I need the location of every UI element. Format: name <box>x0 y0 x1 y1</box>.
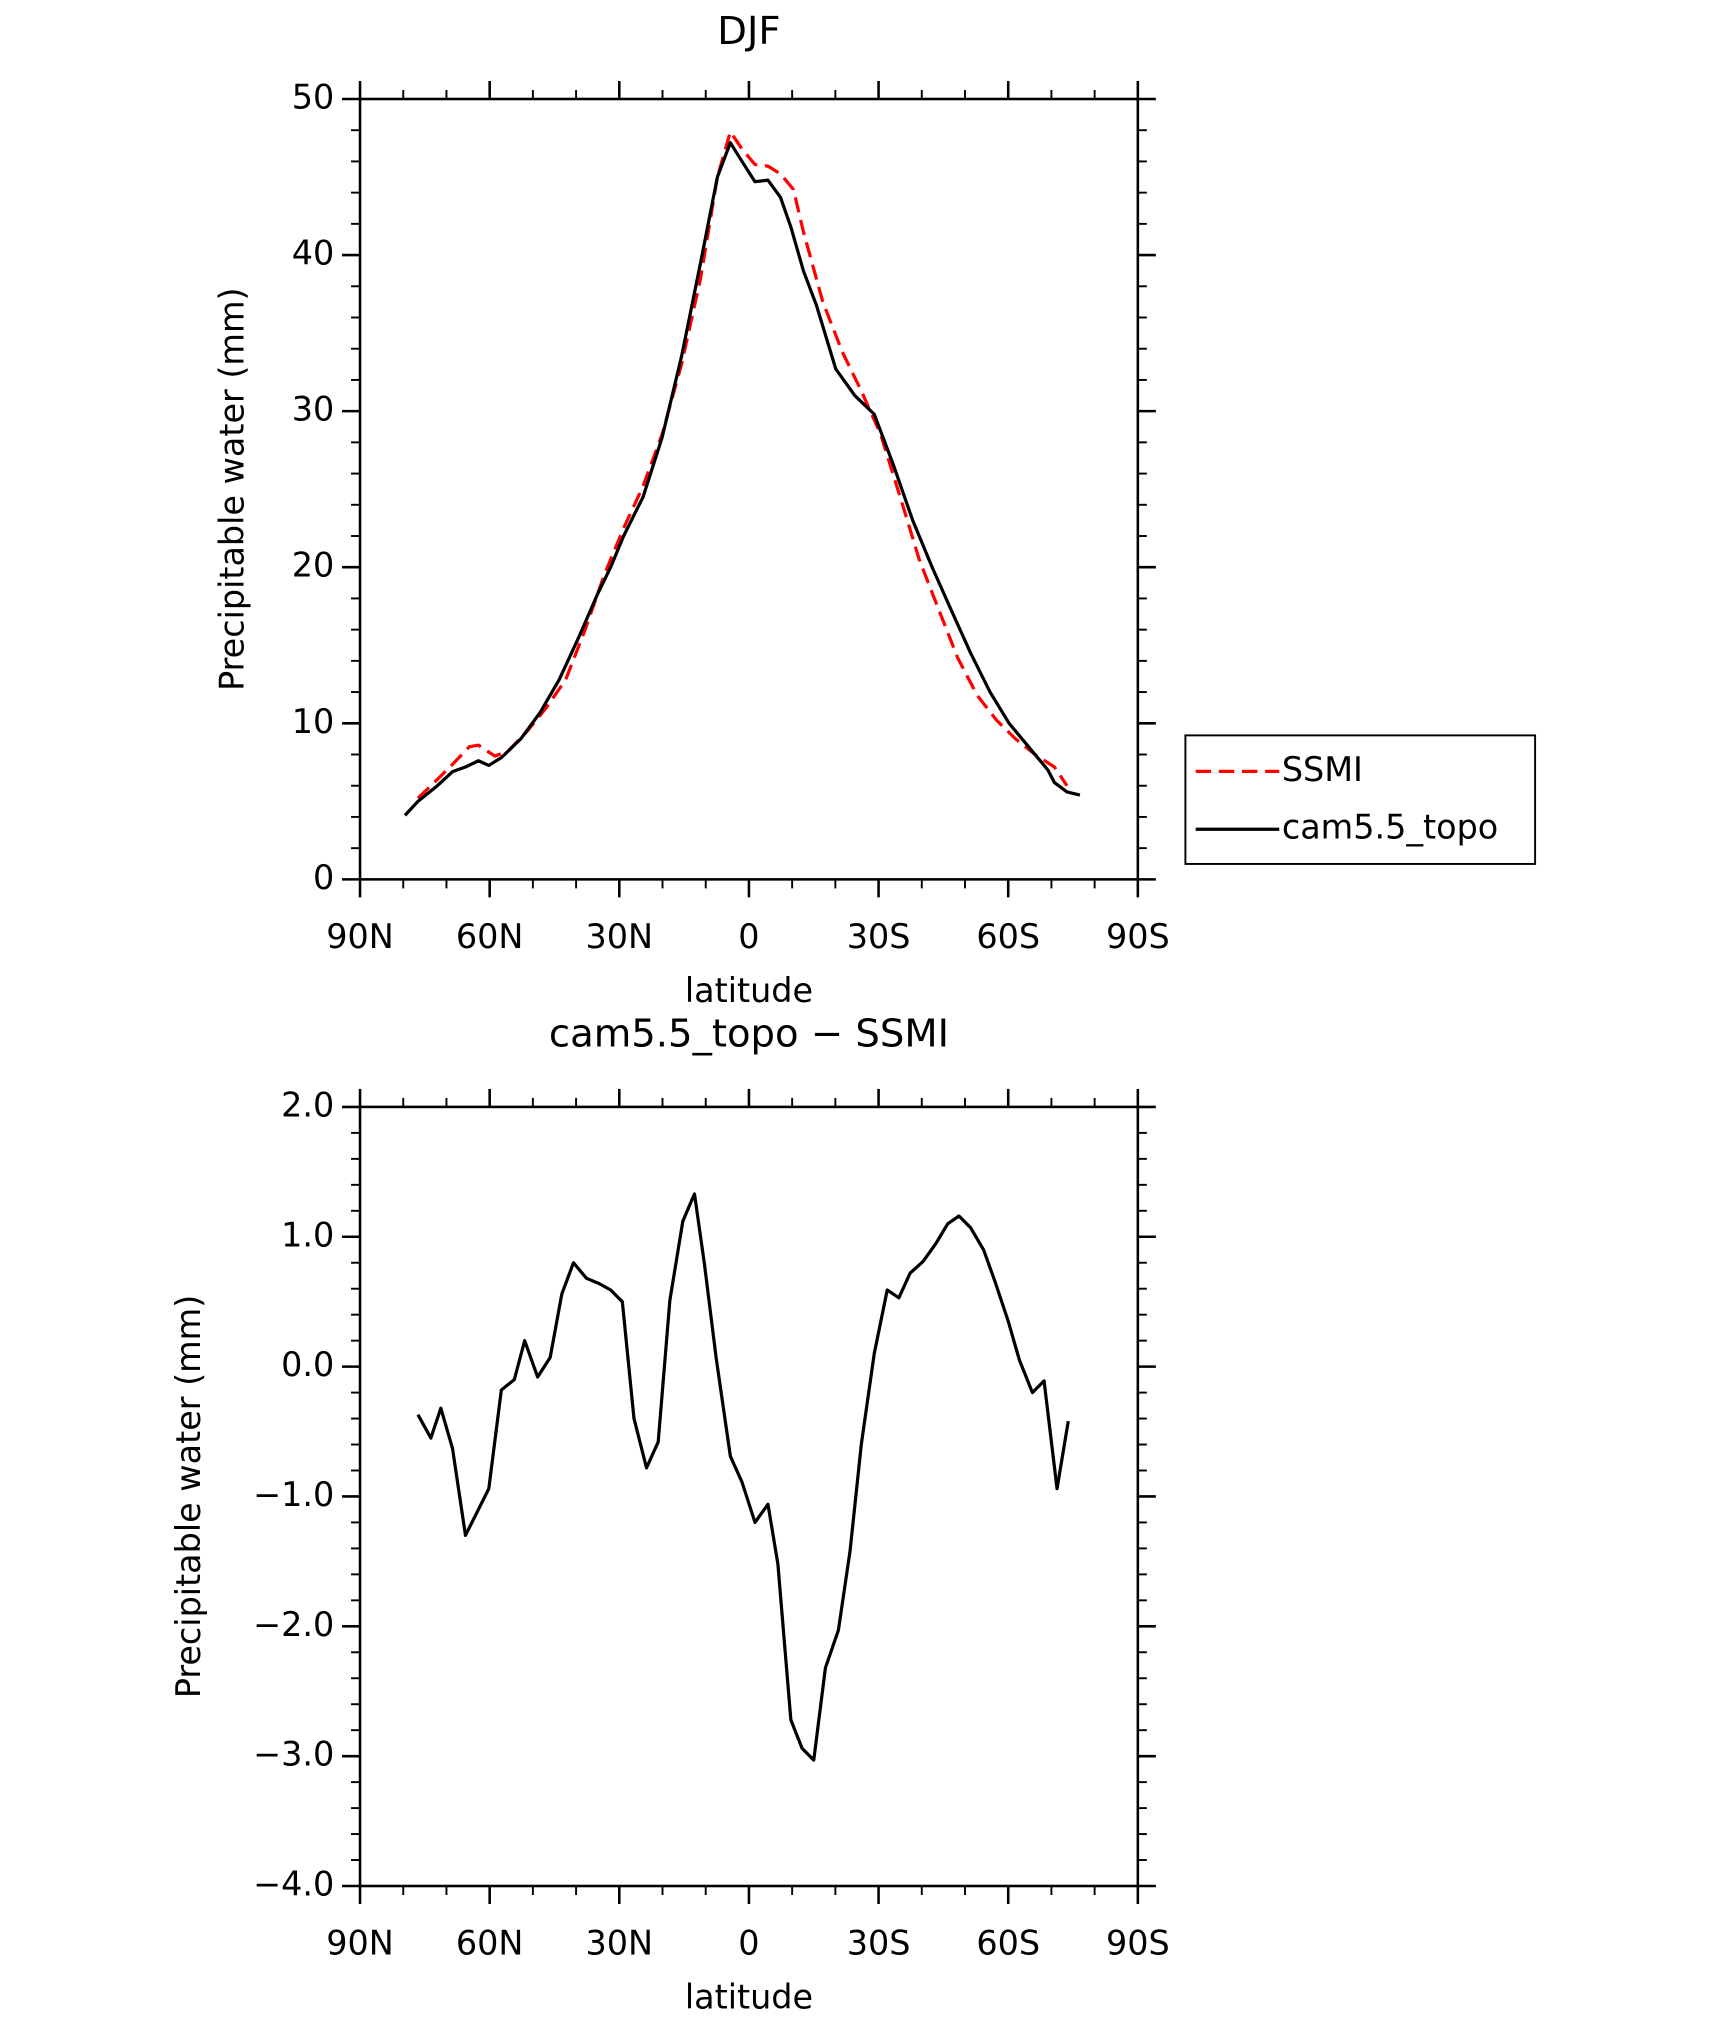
y-axis-label: Precipitable water (mm) <box>169 1295 208 1698</box>
x-tick-label: 30N <box>586 1924 654 1963</box>
legend-box <box>1184 734 1537 865</box>
x-tick-label: 0 <box>738 917 759 956</box>
x-tick-label: 90S <box>1106 1924 1170 1963</box>
legend-label: cam5.5_topo <box>1282 808 1498 847</box>
x-tick-label: 60N <box>456 1924 524 1963</box>
chart-title: DJF <box>717 9 780 54</box>
y-tick-label: 0 <box>313 858 334 897</box>
y-tick-label: −3.0 <box>253 1735 334 1774</box>
y-tick-label: 10 <box>292 702 335 741</box>
y-tick-label: 0.0 <box>281 1345 334 1384</box>
x-tick-label: 30S <box>847 917 911 956</box>
x-tick-label: 60S <box>976 917 1040 956</box>
legend-label: SSMI <box>1282 750 1363 789</box>
y-tick-label: 40 <box>292 234 335 273</box>
chart-title: cam5.5_topo − SSMI <box>549 1012 949 1057</box>
plot-frame <box>358 1105 1140 1888</box>
data-line <box>416 1192 1070 1762</box>
y-tick-label: 30 <box>292 390 335 429</box>
y-axis-label: Precipitable water (mm) <box>213 287 252 690</box>
x-axis-label: latitude <box>685 1978 813 2017</box>
y-tick-label: 50 <box>292 77 335 116</box>
x-tick-label: 0 <box>738 1924 759 1963</box>
y-tick-label: −1.0 <box>253 1475 334 1514</box>
x-tick-label: 90N <box>326 1924 394 1963</box>
y-tick-label: −2.0 <box>253 1605 334 1644</box>
y-tick-label: 1.0 <box>281 1215 334 1254</box>
x-tick-label: 90N <box>326 917 394 956</box>
x-tick-label: 30S <box>847 1924 911 1963</box>
x-tick-label: 60S <box>976 1924 1040 1963</box>
y-tick-label: 2.0 <box>281 1085 334 1124</box>
data-line <box>416 130 1069 800</box>
data-line <box>403 141 1081 817</box>
x-tick-label: 90S <box>1106 917 1170 956</box>
x-tick-label: 60N <box>456 917 524 956</box>
x-axis-label: latitude <box>685 971 813 1010</box>
y-tick-label: −4.0 <box>253 1865 334 1904</box>
x-tick-label: 30N <box>586 917 654 956</box>
y-tick-label: 20 <box>292 546 335 585</box>
